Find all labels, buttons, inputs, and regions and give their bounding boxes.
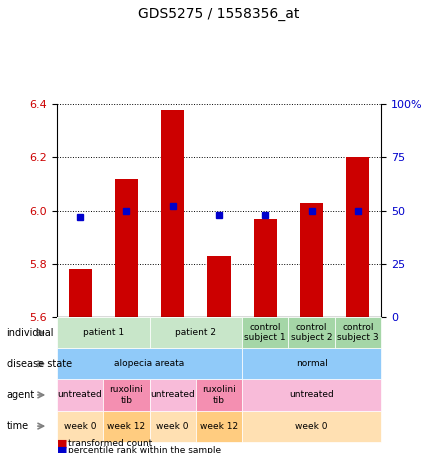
Text: week 12: week 12 [200,422,238,431]
Text: patient 2: patient 2 [175,328,216,337]
Text: control
subject 3: control subject 3 [337,323,379,342]
Text: control
subject 1: control subject 1 [244,323,286,342]
Text: transformed count: transformed count [68,439,152,448]
Bar [208,256,230,317]
Text: ■: ■ [57,446,67,453]
Text: normal: normal [296,359,328,368]
Text: alopecia areata: alopecia areata [114,359,185,368]
Text: ruxolini
tib: ruxolini tib [110,385,143,405]
Text: ■: ■ [57,439,67,449]
Bar [161,110,184,317]
Text: percentile rank within the sample: percentile rank within the sample [68,446,221,453]
Text: week 0: week 0 [156,422,189,431]
Text: week 0: week 0 [295,422,328,431]
Text: patient 1: patient 1 [83,328,124,337]
Bar [254,219,277,317]
Text: individual: individual [7,328,54,337]
Text: untreated: untreated [289,390,334,400]
Text: disease state: disease state [7,359,72,369]
Text: GDS5275 / 1558356_at: GDS5275 / 1558356_at [138,7,300,21]
Text: week 12: week 12 [107,422,145,431]
Text: control
subject 2: control subject 2 [291,323,332,342]
Bar [346,158,370,317]
Bar [115,179,138,317]
Text: untreated: untreated [150,390,195,400]
Text: agent: agent [7,390,35,400]
Text: untreated: untreated [58,390,102,400]
Bar [300,202,323,317]
Text: week 0: week 0 [64,422,96,431]
Text: ruxolini
tib: ruxolini tib [202,385,236,405]
Bar [68,269,92,317]
Text: time: time [7,421,29,431]
